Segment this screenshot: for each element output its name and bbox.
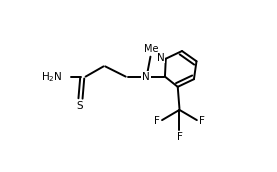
Text: F: F — [154, 116, 160, 126]
Text: F: F — [176, 132, 182, 142]
Text: N: N — [157, 53, 165, 63]
Text: H$_2$N: H$_2$N — [41, 70, 63, 84]
Text: N: N — [142, 72, 150, 82]
Text: F: F — [199, 116, 205, 126]
Text: S: S — [76, 101, 83, 111]
Text: Me: Me — [144, 44, 158, 54]
